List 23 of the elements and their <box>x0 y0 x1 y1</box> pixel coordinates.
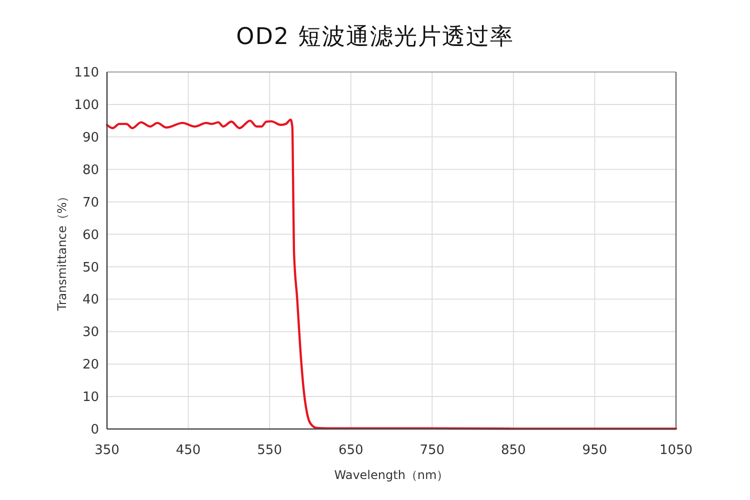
y-tick-label: 0 <box>90 422 99 438</box>
y-axis-title: Transmittance（%） <box>55 190 69 312</box>
y-tick-label: 70 <box>82 195 99 210</box>
x-axis-title: Wavelength（nm） <box>334 468 449 482</box>
x-tick-label: 750 <box>420 443 445 458</box>
x-tick-label: 650 <box>338 443 364 458</box>
x-tick-label: 950 <box>582 443 608 458</box>
y-tick-label: 40 <box>82 292 99 308</box>
x-tick-label: 850 <box>501 443 526 458</box>
y-tick-label: 90 <box>82 130 99 146</box>
y-tick-label: 30 <box>82 325 99 340</box>
y-tick-label: 110 <box>74 66 99 81</box>
x-tick-label: 1050 <box>659 443 693 458</box>
x-tick-label: 350 <box>94 443 120 458</box>
chart-title: OD2 短波通滤光片透过率 <box>236 24 514 50</box>
x-tick-label: 550 <box>257 443 282 458</box>
y-tick-label: 10 <box>82 390 99 406</box>
x-tick-label: 450 <box>176 443 201 458</box>
y-tick-label: 20 <box>82 358 99 373</box>
y-tick-label: 80 <box>82 162 99 178</box>
y-tick-label: 100 <box>74 98 99 114</box>
y-tick-label: 60 <box>82 228 99 243</box>
y-tick-label: 50 <box>82 260 99 276</box>
